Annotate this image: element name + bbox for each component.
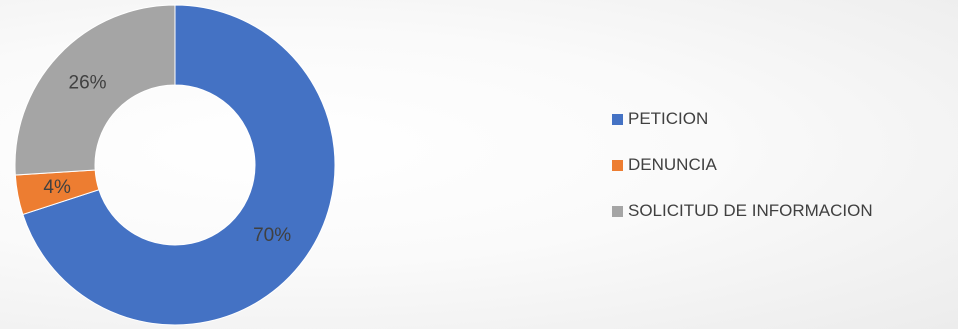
data-label-solicitud-de-informacion: 26% [69,72,107,93]
chart-legend: PETICION DENUNCIA SOLICITUD DE INFORMACION [612,106,873,244]
legend-swatch [612,159,623,171]
data-label-peticion: 70% [253,225,291,246]
slice-peticion [22,4,336,326]
legend-item-peticion: PETICION [612,106,873,132]
legend-label: PETICION [628,109,709,128]
slice-solicitud-de-informacion [14,4,176,176]
legend-item-denuncia: DENUNCIA [612,152,873,178]
legend-item-solicitud-de-informacion: SOLICITUD DE INFORMACION [612,198,873,224]
donut-slices [14,4,336,326]
legend-swatch [612,113,623,125]
legend-swatch [612,205,623,217]
legend-label: SOLICITUD DE INFORMACION [628,201,873,220]
data-label-denuncia: 4% [43,177,71,198]
donut-data-labels: 70% 4% 26% [43,72,291,246]
legend-label: DENUNCIA [628,155,717,174]
